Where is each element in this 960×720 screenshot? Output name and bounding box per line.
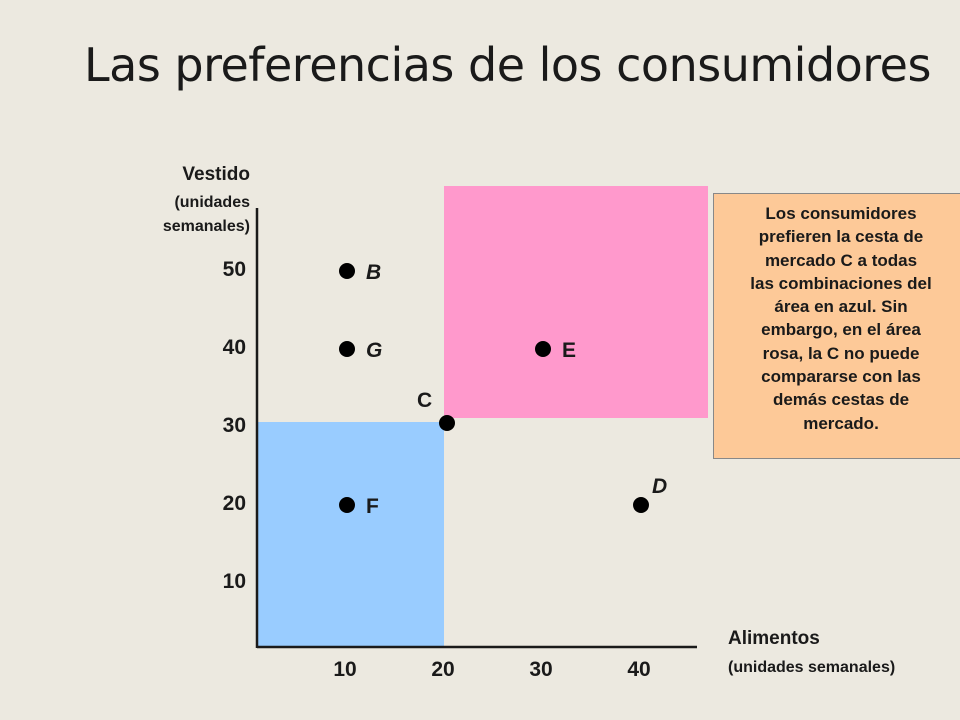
y-tick-label: 30 bbox=[223, 414, 246, 437]
point-label-f: F bbox=[366, 495, 379, 518]
note-line: rosa, la C no puede bbox=[762, 343, 920, 363]
point-e bbox=[535, 341, 551, 357]
point-b bbox=[339, 263, 355, 279]
x-tick-label: 10 bbox=[333, 658, 356, 681]
note-line: las combinaciones del bbox=[750, 273, 932, 293]
y-axis-title: Vestido bbox=[182, 164, 250, 185]
x-tick-label: 20 bbox=[431, 658, 454, 681]
y-tick-label: 20 bbox=[223, 492, 246, 515]
point-label-e: E bbox=[562, 339, 576, 362]
point-label-c: C bbox=[417, 389, 432, 412]
point-g bbox=[339, 341, 355, 357]
x-tick-label: 30 bbox=[529, 658, 552, 681]
note-line: mercado C a todas bbox=[764, 250, 918, 270]
y-axis-subtitle-2: semanales) bbox=[162, 218, 250, 235]
x-axis-title: Alimentos bbox=[728, 628, 820, 649]
y-axis-subtitle-1: (unidades bbox=[174, 194, 250, 211]
point-c bbox=[439, 415, 455, 431]
point-label-g: G bbox=[366, 339, 382, 362]
note-line: prefieren la cesta de bbox=[758, 227, 924, 247]
point-label-b: B bbox=[366, 261, 381, 284]
x-axis-subtitle: (unidades semanales) bbox=[728, 659, 896, 676]
blue-region bbox=[258, 422, 444, 647]
page-title: Las preferencias de los consumidores bbox=[84, 38, 931, 92]
note-line: mercado. bbox=[803, 413, 879, 433]
note-line: compararse con las bbox=[761, 367, 921, 387]
y-tick-label: 40 bbox=[223, 336, 246, 359]
y-tick-label: 50 bbox=[223, 258, 246, 281]
note-line: embargo, en el área bbox=[761, 320, 921, 340]
y-tick-label: 10 bbox=[223, 570, 246, 593]
x-tick-label: 40 bbox=[627, 658, 650, 681]
point-d bbox=[633, 497, 649, 513]
pink-region bbox=[444, 186, 708, 418]
note-box: Los consumidores prefieren la cesta de m… bbox=[713, 193, 960, 459]
note-line: demás cestas de bbox=[772, 390, 910, 410]
point-f bbox=[339, 497, 355, 513]
note-line: área en azul. Sin bbox=[774, 297, 908, 317]
note-line: Los consumidores bbox=[765, 204, 917, 223]
point-label-d: D bbox=[652, 475, 667, 498]
